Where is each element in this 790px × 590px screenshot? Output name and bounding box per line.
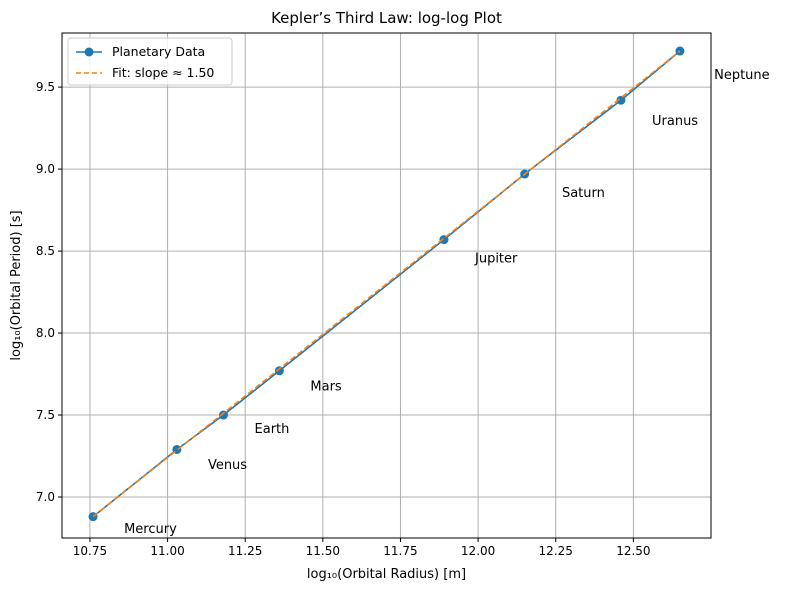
y-tick-label: 7.5 [36,408,55,422]
x-ticks: 10.75 11.00 11.25 11.50 11.75 12.00 12.25 12.50 [73,538,651,558]
y-tick-label: 8.5 [36,244,55,258]
annotation-label: Earth [255,422,290,437]
x-tick-label: 11.75 [383,544,417,558]
annotation-label: Saturn [562,186,605,201]
legend-label-planetary-data: Planetary Data [112,44,205,59]
y-tick-label: 9.5 [36,80,55,94]
y-tick-label: 7.0 [36,490,55,504]
chart-title: Kepler’s Third Law: log-log Plot [271,9,502,27]
y-ticks: 7.0 7.5 8.0 8.5 9.0 9.5 [36,80,62,504]
x-tick-label: 11.00 [150,544,184,558]
x-tick-label: 11.25 [228,544,262,558]
grid [62,33,711,538]
legend-box [67,37,233,86]
y-axis-label: log₁₀(Orbital Period) [s] [9,210,24,360]
x-tick-label: 12.00 [461,544,495,558]
x-axis-label: log₁₀(Orbital Radius) [m] [307,567,466,582]
x-tick-label: 12.25 [539,544,573,558]
series-layer [88,46,685,522]
annotation-label: Mercury [124,522,177,537]
legend-label-fit: Fit: slope ≈ 1.50 [112,65,214,80]
x-tick-label: 12.50 [616,544,650,558]
x-tick-label: 11.50 [306,544,340,558]
annotation-label: Venus [208,458,247,473]
data-point [616,95,626,105]
annotations: Mercury Venus Earth Mars Jupiter Saturn Uranus… [124,68,770,537]
legend: Planetary Data Fit: slope ≈ 1.50 [67,37,233,86]
annotation-label: Mars [310,379,342,394]
y-tick-label: 8.0 [36,326,55,340]
y-tick-label: 9.0 [36,162,55,176]
annotation-label: Jupiter [474,252,518,267]
plot-frame [61,32,712,539]
data-point [274,366,284,376]
annotation-label: Uranus [652,114,698,129]
series-line-fit [92,50,681,518]
annotation-label: Neptune [714,68,770,83]
data-point [218,410,228,420]
legend-marker-planetary-data [84,47,94,57]
x-tick-label: 10.75 [73,544,107,558]
